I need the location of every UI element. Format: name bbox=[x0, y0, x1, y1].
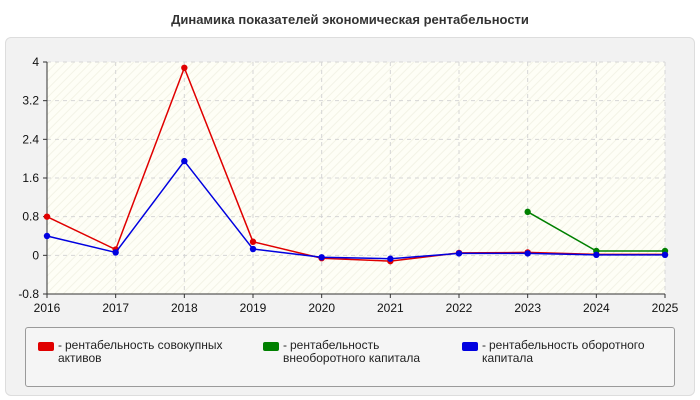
x-tick-label: 2019 bbox=[240, 301, 267, 315]
y-tick-label: 3.2 bbox=[22, 94, 39, 108]
x-tick-label: 2017 bbox=[102, 301, 129, 315]
legend-swatch-blue bbox=[462, 342, 478, 351]
data-point bbox=[181, 157, 188, 165]
x-tick-label: 2023 bbox=[514, 301, 541, 315]
legend-swatch-red bbox=[38, 342, 54, 351]
legend-dash: - bbox=[58, 338, 62, 352]
y-tick-label: 1.6 bbox=[22, 171, 39, 185]
legend-label-line1: рентабельность bbox=[290, 338, 380, 352]
data-point bbox=[455, 250, 463, 257]
data-point bbox=[524, 208, 531, 216]
data-point bbox=[593, 251, 600, 259]
x-tick-label: 2018 bbox=[171, 301, 198, 315]
data-point bbox=[249, 245, 257, 253]
data-point bbox=[318, 254, 325, 261]
x-tick-label: 2022 bbox=[446, 301, 473, 315]
data-point bbox=[661, 251, 669, 259]
legend-label-line1: рентабельность оборотного bbox=[489, 338, 645, 352]
series-line bbox=[46, 159, 665, 260]
legend-swatch-green bbox=[263, 342, 279, 351]
legend-label-line2: внеоборотного капитала bbox=[283, 351, 420, 365]
y-tick-label: 0 bbox=[32, 248, 39, 262]
y-tick-label: 4 bbox=[32, 55, 39, 69]
y-tick-label: -0.8 bbox=[18, 287, 39, 301]
legend-label-line2: активов bbox=[58, 351, 102, 365]
legend: - рентабельность совокупных активов - рент… bbox=[25, 327, 675, 387]
data-point bbox=[181, 64, 188, 72]
x-tick-label: 2020 bbox=[308, 301, 335, 315]
legend-dash: - bbox=[283, 338, 287, 352]
x-tick-label: 2016 bbox=[34, 301, 61, 315]
x-tick-label: 2024 bbox=[583, 301, 610, 315]
data-point bbox=[387, 255, 394, 262]
data-point bbox=[249, 238, 257, 245]
data-point bbox=[524, 250, 531, 257]
y-tick-label: 2.4 bbox=[22, 132, 39, 146]
data-point bbox=[112, 249, 119, 256]
data-point bbox=[43, 213, 51, 220]
x-tick-label: 2021 bbox=[377, 301, 404, 315]
x-tick-label: 2025 bbox=[652, 301, 679, 315]
legend-dash: - bbox=[482, 338, 486, 352]
legend-label-line2: капитала bbox=[482, 351, 534, 365]
chart-title: Динамика показателей экономическая рента… bbox=[171, 12, 529, 27]
data-point bbox=[43, 232, 51, 240]
legend-label-line1: рентабельность совокупных bbox=[65, 338, 223, 352]
y-tick-label: 0.8 bbox=[22, 210, 39, 224]
